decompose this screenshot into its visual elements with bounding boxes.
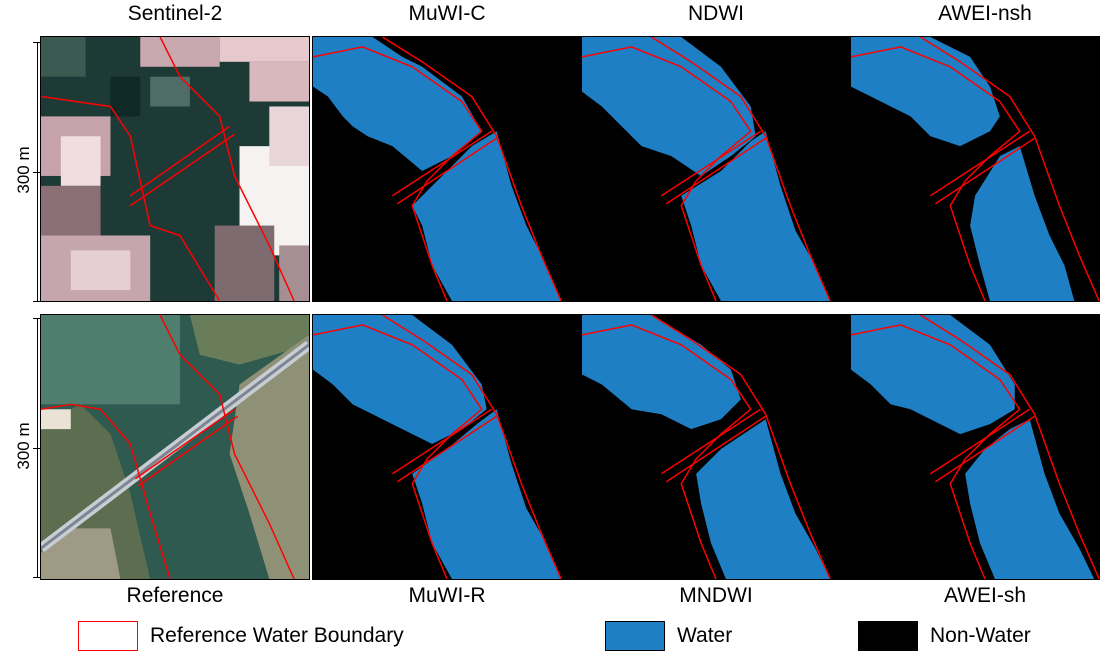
title-awei-sh: AWEI-sh <box>943 584 1027 607</box>
nonwater-swatch <box>858 621 918 651</box>
legend-water: Water <box>605 621 732 651</box>
title-mndwi: MNDWI <box>679 584 753 607</box>
water-swatch <box>605 621 665 651</box>
sentinel-2-image <box>40 36 310 302</box>
title-muwi-r: MuWI-R <box>408 584 486 607</box>
reference-image <box>40 314 310 580</box>
scale-bar-top <box>33 42 43 302</box>
title-reference: Reference <box>126 584 224 607</box>
scale-bar-bottom <box>33 318 43 578</box>
scale-label-top: 300 m <box>14 146 33 194</box>
muwi-c-classification <box>313 37 581 301</box>
title-awei-nsh: AWEI-nsh <box>938 2 1032 25</box>
mndwi-classification <box>582 315 850 579</box>
title-muwi-c: MuWI-C <box>408 2 486 25</box>
muwi-r-classification <box>313 315 581 579</box>
awei-sh-map <box>850 314 1100 580</box>
sentinel-2-pixels <box>41 37 309 301</box>
awei-sh-classification <box>851 315 1100 579</box>
title-ndwi: NDWI <box>688 2 744 25</box>
title-sentinel-2: Sentinel-2 <box>127 2 223 25</box>
scale-label-bottom: 300 m <box>14 422 33 470</box>
legend-water-label: Water <box>677 624 733 647</box>
ndwi-classification <box>582 37 850 301</box>
muwi-r-map <box>312 314 582 580</box>
legend-nonwater: Non-Water <box>858 621 1031 651</box>
ndwi-map <box>581 36 851 302</box>
awei-nsh-map <box>850 36 1100 302</box>
mndwi-map <box>581 314 851 580</box>
muwi-c-map <box>312 36 582 302</box>
awei-nsh-classification <box>851 37 1100 301</box>
reference-pixels <box>41 315 309 579</box>
legend-nonwater-label: Non-Water <box>930 624 1031 647</box>
boundary-swatch <box>78 621 138 651</box>
legend-boundary-label: Reference Water Boundary <box>150 624 404 647</box>
legend-boundary: Reference Water Boundary <box>78 621 404 651</box>
